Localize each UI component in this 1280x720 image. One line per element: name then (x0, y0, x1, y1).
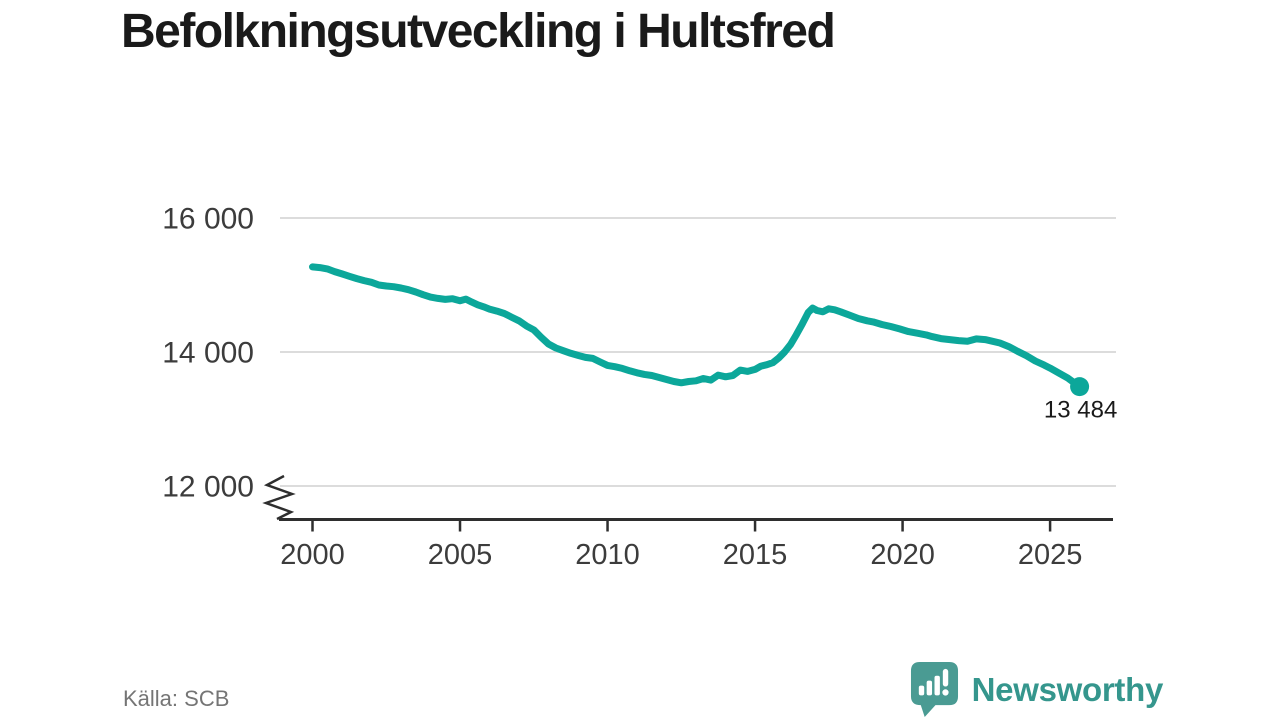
x-tick-label: 2020 (870, 539, 935, 571)
newsworthy-logo: Newsworthy (910, 661, 1163, 718)
bar-chart-icon-bar1 (918, 685, 924, 696)
newsworthy-bubble-icon (910, 662, 958, 717)
end-value-label: 13 484 (1044, 397, 1117, 424)
gridlines (280, 217, 1116, 487)
axis-break-icon (262, 474, 296, 521)
population-line (309, 263, 1084, 391)
y-tick-label: 16 000 (162, 203, 254, 236)
y-tick-label: 12 000 (162, 471, 254, 504)
y-axis-labels: 12 000 14 000 16 000 (162, 203, 254, 504)
source-label: Källa: SCB (123, 686, 230, 711)
x-axis-ticks (311, 521, 1052, 532)
exclamation-icon-dot (941, 689, 949, 696)
x-tick-label: 2005 (428, 539, 493, 571)
exclamation-icon-stem (942, 668, 948, 687)
x-tick-label: 2025 (1018, 539, 1083, 571)
x-tick-label: 2000 (280, 539, 345, 571)
bar-chart-icon-bar2 (926, 680, 932, 696)
x-axis-labels: 2000 2005 2010 2015 2020 2025 (280, 539, 1082, 571)
x-tick-label: 2010 (575, 539, 640, 571)
newsworthy-wordmark: Newsworthy (971, 670, 1164, 708)
page-title: Befolkningsutveckling i Hultsfred (121, 5, 836, 58)
bar-chart-icon-bar3 (934, 675, 940, 696)
end-point-dot (1070, 377, 1090, 397)
y-tick-label: 14 000 (162, 337, 254, 370)
x-tick-label: 2015 (723, 539, 788, 571)
